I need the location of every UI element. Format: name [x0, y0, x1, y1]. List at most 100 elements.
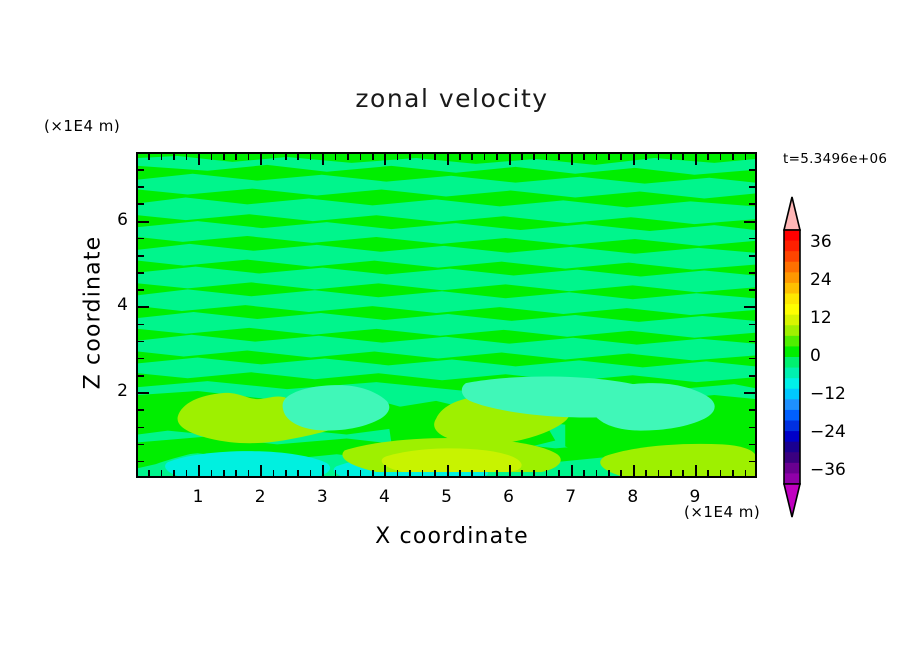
y-tick-minor [138, 375, 144, 377]
x-tick-label: 9 [689, 487, 701, 507]
colorbar-band [784, 346, 800, 358]
x-tick-minor-top [272, 154, 275, 160]
y-tick-minor [138, 289, 144, 291]
colorbar-band [784, 314, 800, 326]
x-tick-minor-top [620, 154, 622, 160]
x-tick-minor [744, 470, 747, 476]
x-tick-minor [719, 470, 722, 476]
y-tick-minor-right [749, 357, 755, 360]
x-tick-minor [496, 470, 498, 476]
colorbar-band [784, 409, 800, 421]
y-tick-major [138, 220, 149, 223]
x-tick-minor-top [496, 154, 498, 160]
x-tick-major-top [570, 154, 573, 165]
x-tick-minor [558, 470, 560, 476]
colorbar-band [784, 378, 800, 390]
y-tick-minor [138, 323, 144, 326]
x-tick-major-top [198, 154, 201, 165]
x-tick-minor [595, 470, 598, 476]
x-tick-minor [533, 470, 536, 476]
colorbar-band [784, 335, 800, 347]
colorbar-band [784, 367, 800, 379]
colorbar-tick-label: −24 [810, 422, 846, 443]
x-tick-minor-top [670, 154, 672, 160]
y-tick-minor-right [749, 237, 755, 240]
colorbar-band [784, 261, 800, 273]
x-tick-major [384, 465, 387, 476]
colorbar-band [784, 325, 800, 337]
y-tick-minor [138, 443, 144, 446]
x-tick-minor [173, 470, 175, 476]
x-tick-minor-top [334, 154, 337, 160]
y-tick-minor [138, 186, 144, 188]
x-tick-label: 1 [192, 487, 204, 507]
y-axis-title: Z coordinate [80, 235, 106, 390]
x-tick-minor [297, 470, 300, 476]
x-tick-minor [185, 470, 188, 476]
x-tick-major [570, 465, 573, 476]
x-tick-minor-top [744, 154, 747, 160]
x-tick-minor [409, 470, 411, 476]
x-tick-minor-top [645, 154, 647, 160]
x-tick-minor-top [409, 154, 411, 160]
x-tick-minor-top [396, 154, 399, 160]
y-tick-minor [138, 409, 144, 411]
x-tick-major [322, 465, 325, 476]
timestamp-annotation: t=5.3496e+06 [783, 151, 888, 167]
x-tick-minor [434, 470, 436, 476]
colorbar-band [784, 230, 800, 241]
x-tick-minor [682, 470, 685, 476]
x-tick-major [260, 465, 263, 476]
x-tick-minor [272, 470, 275, 476]
y-tick-minor [138, 340, 144, 343]
x-tick-minor [359, 470, 362, 476]
x-tick-minor [471, 470, 473, 476]
y-tick-minor [138, 203, 144, 206]
x-tick-minor-top [185, 154, 188, 160]
y-tick-minor-right [749, 460, 755, 463]
colorbar-band [784, 240, 800, 252]
x-tick-minor-top [371, 154, 374, 160]
x-tick-minor [421, 470, 424, 476]
y-tick-minor-right [749, 254, 755, 257]
y-tick-minor-right [749, 426, 755, 429]
x-tick-minor-top [719, 154, 722, 160]
colorbar-tick-label: 24 [810, 269, 832, 290]
x-tick-minor-top [222, 154, 225, 160]
x-tick-minor [371, 470, 374, 476]
x-tick-minor [396, 470, 399, 476]
y-tick-minor-right [749, 169, 755, 171]
colorbar [781, 196, 803, 518]
y-tick-minor [138, 426, 144, 429]
x-tick-minor [309, 470, 312, 476]
x-tick-major-top [384, 154, 387, 165]
x-tick-minor-top [607, 154, 610, 160]
x-tick-minor [707, 470, 709, 476]
x-tick-label: 3 [316, 487, 328, 507]
x-tick-minor [222, 470, 225, 476]
x-tick-label: 8 [627, 487, 639, 507]
colorbar-tick-label: 0 [810, 346, 821, 366]
x-tick-major-top [260, 154, 263, 165]
colorbar-band [784, 251, 800, 263]
x-tick-minor-top [657, 154, 660, 160]
x-tick-minor [670, 470, 672, 476]
x-tick-minor [732, 470, 734, 476]
x-tick-minor-top [707, 154, 709, 160]
x-tick-major [632, 465, 635, 476]
colorbar-band [784, 462, 800, 474]
plot-area [136, 152, 757, 478]
y-tick-minor-right [749, 443, 755, 446]
x-tick-minor-top [421, 154, 424, 160]
x-tick-minor [645, 470, 647, 476]
x-tick-label: 7 [565, 487, 577, 507]
y-tick-minor [138, 254, 144, 257]
colorbar-swatches [782, 196, 802, 518]
x-tick-minor [148, 470, 150, 476]
x-tick-minor-top [247, 154, 250, 160]
y-tick-major [138, 306, 149, 309]
y-tick-minor-right [749, 203, 755, 206]
x-tick-minor [521, 470, 523, 476]
x-tick-minor-top [732, 154, 734, 160]
y-tick-major-right [744, 220, 755, 223]
